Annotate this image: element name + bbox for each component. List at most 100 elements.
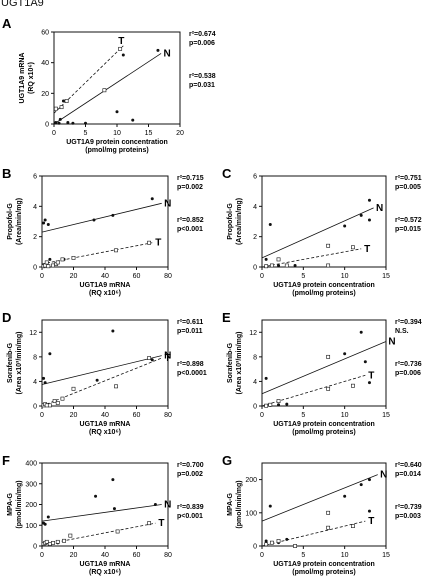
x-tick-label: 80 <box>164 273 172 280</box>
data-point-n <box>150 358 154 362</box>
data-point-n <box>359 213 363 217</box>
stat-r2: r²=0.572 <box>395 217 422 224</box>
y-axis-label: UGT1A9 mRNA <box>19 53 26 104</box>
y-axis-label: Propofol-G <box>227 203 234 240</box>
data-point-n <box>46 515 50 519</box>
data-point-n <box>94 494 98 498</box>
stat-p: p=0.031 <box>189 82 215 89</box>
x-axis-label: (pmol/mg proteins) <box>292 569 355 576</box>
data-point-n <box>43 522 47 526</box>
data-point-t <box>351 383 355 388</box>
panel-letter: G <box>222 453 232 468</box>
x-tick-label: 5 <box>84 130 88 137</box>
stat-r2: r²=0.739 <box>395 504 422 511</box>
data-point-n <box>95 378 99 382</box>
fit-line-n <box>41 202 162 233</box>
x-tick-label: 80 <box>164 412 172 419</box>
data-point-n <box>367 381 371 385</box>
x-tick-label: 0 <box>260 552 264 559</box>
series-label-n: N <box>164 198 171 209</box>
data-point-n <box>343 352 347 356</box>
data-point-n <box>48 352 52 356</box>
panel-letter: E <box>222 310 231 325</box>
stat-p: p<0.001 <box>177 226 203 233</box>
y-axis-label: (pmol/min/mg) <box>16 480 23 528</box>
data-point-t <box>64 99 69 103</box>
x-axis-label: UGT1A9 mRNA <box>80 282 131 289</box>
y-tick-label: 4 <box>33 204 37 211</box>
data-point-t <box>293 544 297 548</box>
data-point-n <box>367 478 371 482</box>
panel-f: F 0 20 40 60 80 0 100 200 300 400 UGT1A9 mRNA(RQ x1… <box>2 453 204 576</box>
data-point-n <box>42 221 46 225</box>
data-point-n <box>131 118 135 122</box>
series-label-t: T <box>364 244 370 255</box>
data-point-n <box>111 478 115 482</box>
x-tick-label: 0 <box>52 130 56 137</box>
x-tick-label: 15 <box>382 273 390 280</box>
data-point-t <box>118 46 123 51</box>
data-point-t <box>59 105 64 110</box>
data-point-t <box>264 542 269 547</box>
data-point-n <box>268 223 272 227</box>
series-label-n: N <box>380 470 387 481</box>
x-tick-label: 20 <box>70 552 78 559</box>
data-point-n <box>58 117 62 121</box>
data-point-t <box>351 524 355 528</box>
data-point-n <box>277 403 281 407</box>
y-axis-label: (Area x10³/min/mg) <box>236 331 243 394</box>
data-point-t <box>115 529 120 534</box>
fit-line-t <box>41 357 162 407</box>
data-point-t <box>326 386 331 391</box>
fit-line-n <box>53 53 162 125</box>
data-point-t <box>114 248 118 253</box>
data-point-n <box>367 218 371 222</box>
panel-letter: C <box>222 166 232 181</box>
y-tick-label: 0 <box>253 404 257 411</box>
stat-p: p=0.003 <box>395 513 421 520</box>
y-tick-label: 8 <box>33 354 37 361</box>
data-point-t <box>71 255 76 260</box>
data-point-n <box>71 121 75 125</box>
data-point-t <box>284 263 289 268</box>
data-point-n <box>359 483 363 487</box>
data-point-t <box>268 402 273 407</box>
data-point-t <box>264 264 269 269</box>
stat-p: N.S. <box>395 328 409 335</box>
panel-letter: D <box>2 310 11 325</box>
stat-p: p=0.005 <box>395 184 421 191</box>
y-tick-label: 0 <box>33 404 37 411</box>
data-point-n <box>43 381 47 385</box>
data-point-t <box>46 264 51 269</box>
data-point-n <box>363 360 367 364</box>
data-point-n <box>48 257 52 261</box>
stat-p: p=0.015 <box>395 226 421 233</box>
y-tick-label: 12 <box>249 330 257 337</box>
x-tick-label: 0 <box>40 552 44 559</box>
stat-p: p<0.001 <box>177 513 203 520</box>
x-tick-label: 5 <box>301 273 305 280</box>
stat-p: p=0.002 <box>177 184 203 191</box>
data-point-t <box>326 263 331 268</box>
data-point-n <box>277 263 281 267</box>
y-tick-label: 8 <box>253 354 257 361</box>
stat-p: p=0.014 <box>395 471 421 478</box>
stat-r2: r²=0.640 <box>395 462 422 469</box>
y-tick-label: 2 <box>253 234 257 241</box>
x-tick-label: 0 <box>40 412 44 419</box>
fit-line-n <box>41 355 162 385</box>
data-point-n <box>42 376 46 380</box>
y-tick-label: 0 <box>33 265 37 272</box>
series-label-n: N <box>163 48 170 59</box>
data-point-t <box>44 539 49 544</box>
panel-g: G 0 5 10 15 0 100 200 UGT1A9 protein concentrati… <box>222 453 422 576</box>
y-tick-label: 0 <box>33 544 37 551</box>
data-point-t <box>51 540 55 545</box>
plot-frame <box>53 31 181 125</box>
data-point-t <box>60 396 65 401</box>
data-point-t <box>326 243 331 248</box>
data-point-n <box>264 539 268 543</box>
series-label-t: T <box>368 370 374 381</box>
x-tick-label: 15 <box>382 412 390 419</box>
